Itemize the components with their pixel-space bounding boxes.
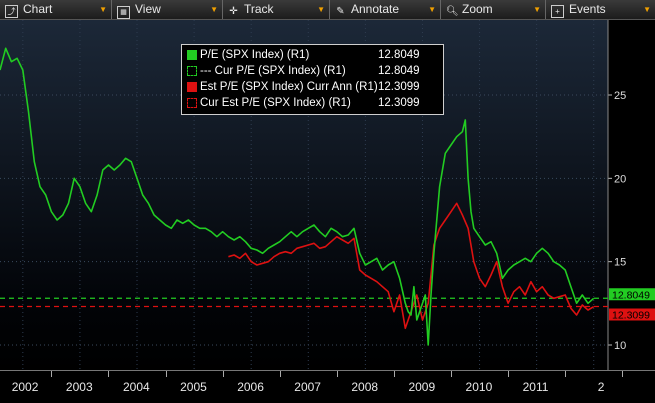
x-tick-mark [336,371,338,377]
legend-item-pe[interactable]: P/E (SPX Index) (R1) 12.8049 [187,47,438,63]
x-tick-mark [565,371,567,377]
legend-label: Cur Est P/E (SPX Index) (R1) [200,97,351,109]
legend-value: 12.3099 [378,81,420,93]
x-tick-mark [508,371,510,377]
legend-item-cur-est-pe[interactable]: Cur Est P/E (SPX Index) (R1) 12.3099 [187,95,438,111]
chevron-down-icon: ▼ [428,5,436,14]
legend-item-cur-pe[interactable]: --- Cur P/E (SPX Index) (R1) 12.8049 [187,63,438,79]
series-line [0,47,595,346]
x-tick-mark [222,371,224,377]
x-axis: 2002 2003 2004 2005 2006 2007 2008 2009 2010 2011… [0,370,655,403]
x-tick-mark [393,371,395,377]
chevron-down-icon: ▼ [643,5,651,14]
chevron-down-icon: ▼ [210,5,218,14]
x-tick-label: 2008 [351,380,379,394]
magnifier-icon: 🔍︎ [446,6,459,17]
x-tick-mark [451,371,452,377]
crosshair-icon: ✛ [229,6,238,17]
legend-label: Est P/E (SPX Index) Curr Ann (R1) [200,81,378,93]
value-tag [609,308,655,321]
track-menu-label: Track [244,2,274,16]
legend-item-est-pe[interactable]: Est P/E (SPX Index) Curr Ann (R1) 12.309… [187,79,438,95]
x-tick-label: 2003 [65,380,93,394]
chart-menu-label: Chart [23,2,53,16]
y-tick-label: 15 [614,257,626,269]
y-tick-label: 25 [614,90,626,102]
x-tick-label: 2009 [408,380,436,394]
legend-swatch [187,66,197,76]
chevron-down-icon: ▼ [99,5,107,14]
legend-swatch [187,98,197,108]
x-tick-label: 2011 [522,380,549,394]
x-tick-mark [108,371,110,377]
value-tag-label: 12.3099 [612,310,650,322]
legend-swatch [187,50,197,60]
legend-value: 12.8049 [378,49,420,61]
grid-icon: ▦ [117,6,130,19]
pe-ratio-chart[interactable]: 10 15 20 25 12.3099 12.8049 [0,20,655,370]
events-menu-button[interactable]: + Events ▼ [546,0,655,19]
legend-swatch [187,82,197,92]
value-tag [609,288,655,301]
track-menu-button[interactable]: ✛ Track ▼ [223,0,330,19]
annotate-menu-button[interactable]: ✎ Annotate ▼ [330,0,441,19]
x-tick-label: 2006 [237,380,264,394]
chevron-down-icon: ▼ [533,5,541,14]
y-tick-label: 10 [614,340,626,352]
x-tick-mark [279,371,281,377]
pencil-icon: ✎ [336,6,345,17]
x-tick-label: 2005 [180,380,207,394]
value-tag-label: 12.8049 [612,289,650,301]
legend-label: P/E (SPX Index) (R1) [200,49,310,61]
events-icon: + [551,5,564,18]
annotate-menu-label: Annotate [351,2,400,16]
zoom-menu-button[interactable]: 🔍︎ Zoom ▼ [441,0,546,19]
x-tick-label: 2010 [465,380,493,394]
legend-value: 12.3099 [378,97,420,109]
x-tick-label: 2007 [294,380,321,394]
view-menu-label: View [135,2,161,16]
x-tick-mark [51,371,53,377]
x-tick-mark [165,371,167,377]
chart-icon: ⤴ [5,5,18,18]
y-tick-label: 20 [614,173,626,185]
chart-menu-button[interactable]: ⤴ Chart ▼ [0,0,112,19]
x-tick-label: 2002 [11,380,39,394]
x-tick-label: 2 [597,380,605,394]
x-tick-label: 2004 [123,380,150,394]
x-tick-mark [622,371,624,377]
zoom-menu-label: Zoom [462,2,493,16]
chart-legend[interactable]: P/E (SPX Index) (R1) 12.8049 --- Cur P/E… [181,44,444,115]
legend-label: --- Cur P/E (SPX Index) (R1) [200,65,346,77]
view-menu-button[interactable]: ▦ View ▼ [112,0,223,19]
events-menu-label: Events [569,2,606,16]
legend-value: 12.8049 [378,65,420,77]
chart-toolbar: ⤴ Chart ▼ ▦ View ▼ ✛ Track ▼ ✎ Annotate ▼ 🔍︎… [0,0,655,20]
chevron-down-icon: ▼ [317,5,325,14]
